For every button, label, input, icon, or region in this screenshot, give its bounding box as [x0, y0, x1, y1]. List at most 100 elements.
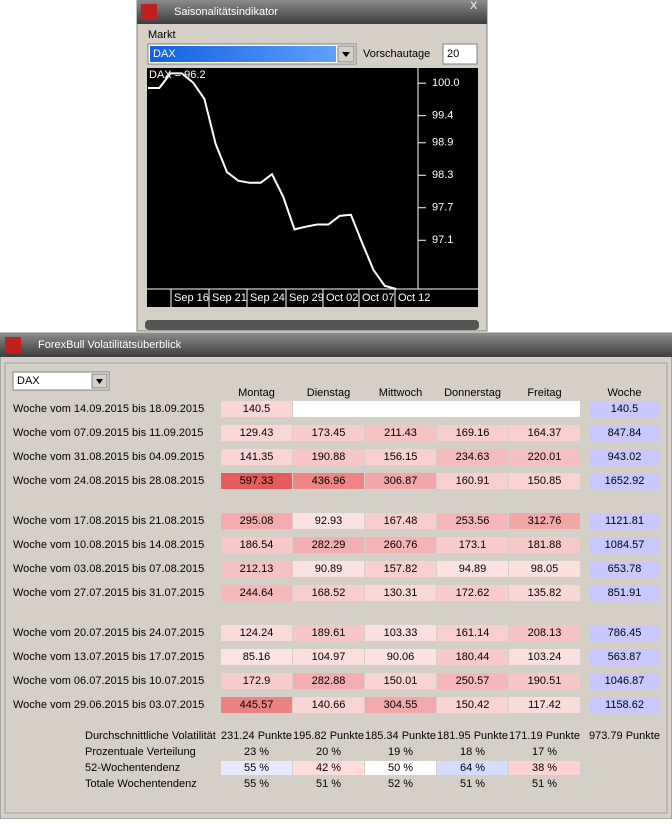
- summary-value: 38 %: [532, 762, 557, 774]
- price-line: [148, 72, 397, 290]
- summary-value: 55 %: [244, 778, 269, 790]
- week-cell: [589, 513, 660, 529]
- preview-input[interactable]: [442, 43, 478, 65]
- cell: [221, 537, 292, 553]
- cell: [293, 649, 364, 665]
- summary-value: 18 %: [460, 746, 485, 758]
- cell: [509, 561, 580, 577]
- cell: [437, 449, 508, 465]
- dropdown-arrow: [96, 379, 103, 384]
- week-value: 1084.57: [605, 539, 645, 551]
- chart-area: [147, 68, 478, 307]
- preview-label: Vorschautage: [363, 48, 430, 60]
- cell: [365, 697, 436, 713]
- cell-value: 104.97: [312, 651, 346, 663]
- cell-value: 211.43: [384, 427, 417, 439]
- summary-value: 64 %: [460, 762, 485, 774]
- cell: [437, 425, 508, 441]
- cell: [509, 425, 580, 441]
- row-label: Woche vom 03.08.2015 bis 07.08.2015: [13, 563, 204, 575]
- cell: [365, 513, 436, 529]
- week-cell: [589, 449, 660, 465]
- cell-value: 180.44: [456, 651, 490, 663]
- week-value: 786.45: [608, 627, 642, 639]
- cell: [437, 673, 508, 689]
- tendency-cell: [437, 761, 508, 775]
- cell: [437, 625, 508, 641]
- column-header: Donnerstag: [444, 387, 501, 399]
- cell: [221, 561, 292, 577]
- cell-value: 98.05: [531, 563, 559, 575]
- y-tick-label: 98.3: [432, 169, 453, 181]
- cell-value: 169.16: [456, 427, 490, 439]
- market-label: Markt: [148, 29, 176, 41]
- cell: [365, 561, 436, 577]
- cell-value: 161.14: [456, 627, 490, 639]
- summary-value: 51 %: [460, 778, 485, 790]
- cell-value: 164.37: [528, 427, 562, 439]
- week-value: 1652.92: [605, 475, 645, 487]
- cell-value: 160.91: [456, 475, 490, 487]
- row-label: Woche vom 24.08.2015 bis 28.08.2015: [13, 475, 204, 487]
- row-label: Woche vom 27.07.2015 bis 31.07.2015: [13, 587, 204, 599]
- cell: [365, 425, 436, 441]
- dropdown-arrow: [342, 52, 350, 57]
- cell-value: 90.06: [387, 651, 415, 663]
- column-header: Dienstag: [307, 387, 350, 399]
- cell: [293, 697, 364, 713]
- cell: [293, 425, 364, 441]
- cell-value: 117.42: [528, 699, 561, 711]
- cell-value: 103.24: [528, 651, 562, 663]
- y-tick-label: 97.7: [432, 202, 453, 214]
- week-value: 851.91: [608, 587, 642, 599]
- cell: [221, 673, 292, 689]
- cell-value: 124.24: [240, 627, 274, 639]
- x-tick-label: Oct 07: [362, 292, 394, 304]
- chart-label: DAX = 96.2: [149, 69, 206, 81]
- cell-value: 212.13: [240, 563, 274, 575]
- summary-value: 42 %: [316, 762, 341, 774]
- cell: [509, 449, 580, 465]
- cell: [221, 449, 292, 465]
- cell-value: 85.16: [243, 651, 271, 663]
- tendency-cell: [365, 761, 436, 775]
- summary-label: 52-Wochentendenz: [85, 762, 180, 774]
- column-header: Woche: [607, 387, 641, 399]
- cell-value: 260.76: [384, 539, 418, 551]
- selection: [150, 46, 336, 62]
- week-cell: [589, 697, 660, 713]
- cell-value: 304.55: [384, 699, 418, 711]
- week-value: 140.5: [611, 403, 639, 415]
- cell: [221, 401, 292, 417]
- row-label: Woche vom 20.07.2015 bis 24.07.2015: [13, 627, 204, 639]
- week-cell: [589, 561, 660, 577]
- cell-value: 190.88: [312, 451, 346, 463]
- cell: [221, 513, 292, 529]
- cell-value: 312.76: [528, 515, 562, 527]
- cell: [509, 625, 580, 641]
- column-header: Mittwoch: [379, 387, 422, 399]
- cell-value: 90.89: [315, 563, 343, 575]
- cell-value: 129.43: [240, 427, 274, 439]
- cell: [293, 513, 364, 529]
- summary-value: 52 %: [388, 778, 413, 790]
- row-label: Woche vom 13.07.2015 bis 17.07.2015: [13, 651, 204, 663]
- cell-value: 234.63: [456, 451, 490, 463]
- cell: [221, 585, 292, 601]
- cell: [221, 649, 292, 665]
- summary-label: Durchschnittliche Volatilität: [85, 730, 216, 742]
- empty-cells: [293, 401, 580, 417]
- market-dropdown[interactable]: [12, 371, 110, 391]
- summary-value: 51 %: [316, 778, 341, 790]
- cell: [293, 561, 364, 577]
- cell: [509, 673, 580, 689]
- y-tick-label: 100.0: [432, 77, 460, 89]
- cell: [221, 473, 292, 489]
- week-cell: [589, 401, 660, 417]
- close-button[interactable]: X: [470, 0, 478, 12]
- row-label: Woche vom 06.07.2015 bis 10.07.2015: [13, 675, 204, 687]
- cell: [293, 625, 364, 641]
- cell-value: 141.35: [240, 451, 274, 463]
- market-value: DAX: [17, 375, 40, 387]
- week-value: 653.78: [608, 563, 642, 575]
